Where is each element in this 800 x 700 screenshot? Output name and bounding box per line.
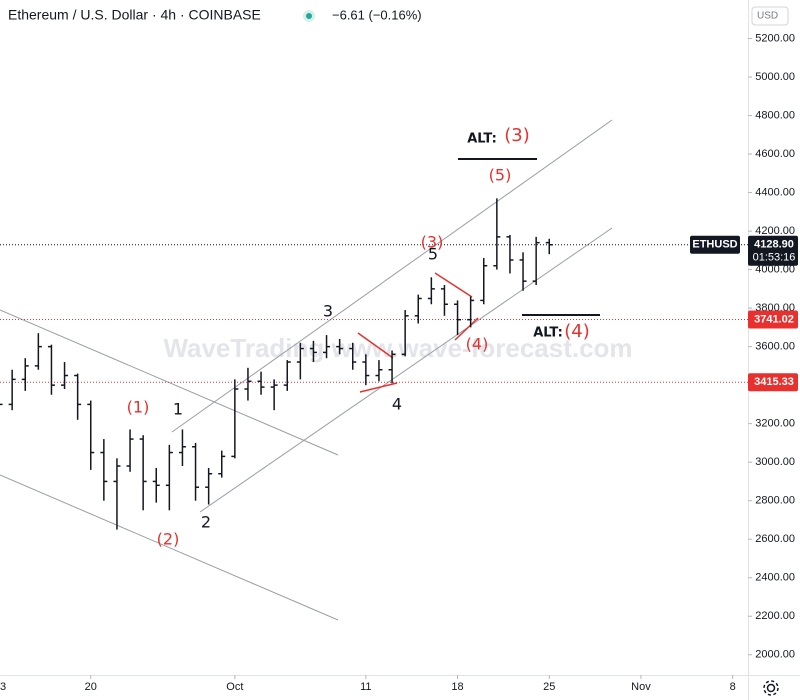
triangle-line [434, 272, 473, 298]
wave-label: (2) [157, 530, 180, 549]
channel-line [0, 474, 339, 621]
wave-label: 5 [428, 245, 438, 264]
y-tick-label: 2400.00 [755, 572, 795, 584]
y-tick-label: 4800.00 [755, 109, 795, 121]
triangle-line [359, 382, 398, 393]
channel-line [199, 227, 613, 513]
x-tick-label: 3 [0, 681, 6, 693]
wave-label: 3 [323, 302, 333, 321]
x-tick-label: Nov [631, 681, 651, 693]
triangles [357, 272, 479, 393]
settings-icon[interactable] [763, 680, 779, 696]
wave-label: ALT: [533, 326, 563, 341]
x-tick-label: 25 [543, 681, 555, 693]
wave-label: ALT: [467, 132, 497, 147]
price-label-box [748, 235, 798, 266]
currency-button[interactable] [751, 6, 789, 26]
symbol-label-box [690, 235, 740, 254]
price-label-box [748, 310, 798, 329]
y-tick-label: 4000.00 [755, 264, 795, 276]
price-label-box [748, 373, 798, 392]
wave-label: (4) [564, 321, 590, 342]
wave-label: (1) [127, 398, 150, 417]
currency-label: USD [757, 11, 778, 22]
y-tick-label: 5000.00 [755, 71, 795, 83]
y-tick-label: 2600.00 [755, 533, 795, 545]
alt-lines [458, 158, 600, 316]
status-dot [306, 13, 312, 19]
channels [0, 119, 613, 621]
wave-label: (3) [504, 125, 530, 146]
x-tick-label: 8 [730, 681, 736, 693]
y-tick-label: 4400.00 [755, 186, 795, 198]
x-tick-label: 18 [451, 681, 463, 693]
y-tick-label: 5200.00 [755, 32, 795, 44]
x-tick-label: Oct [226, 681, 243, 693]
x-tick-label: 11 [360, 681, 371, 693]
symbol-label: ETHUSD [692, 239, 737, 251]
plot-area: WaveTrading www.wave-forecast.com (1) 1 (2… [0, 119, 748, 621]
price-change: −6.61 (−0.16%) [332, 7, 422, 22]
y-tick-label: 3600.00 [755, 341, 795, 353]
price-label: 3415.33 [754, 376, 794, 388]
y-tick-label: 3000.00 [755, 456, 795, 468]
symbol-title: Ethereum / U.S. Dollar · 4h · COINBASE [8, 7, 261, 23]
countdown-label: 01:53:16 [753, 252, 796, 264]
triangle-line [357, 332, 394, 359]
wave-label: (5) [489, 166, 512, 185]
wave-label: (3) [421, 233, 444, 252]
y-tick-label: 2200.00 [755, 610, 795, 622]
triangle-line [454, 317, 479, 341]
y-tick-label: 3200.00 [755, 418, 795, 430]
watermark: WaveTrading www.wave-forecast.com [163, 333, 632, 363]
wave-label: 4 [392, 395, 402, 414]
price-label: 3741.02 [754, 313, 794, 325]
price-label: 4128.90 [754, 239, 794, 251]
wave-label: (4) [466, 335, 489, 354]
channel-line [171, 119, 613, 433]
y-tick-label: 2800.00 [755, 495, 795, 507]
x-tick-label: 20 [85, 681, 97, 693]
wave-label: 1 [173, 400, 183, 419]
wave-label: 2 [201, 513, 211, 532]
y-tick-label: 2000.00 [755, 649, 795, 661]
y-tick-label: 4600.00 [755, 148, 795, 160]
y-tick-label: 4200.00 [755, 225, 795, 237]
